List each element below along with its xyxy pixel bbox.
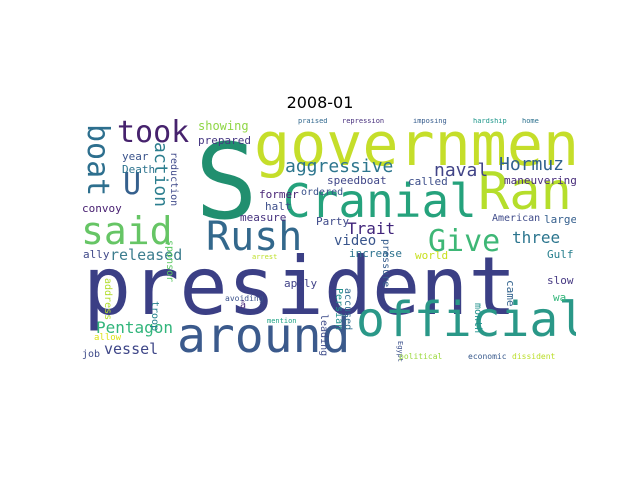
cloud-word: sponsor (164, 240, 175, 283)
cloud-word: took (117, 118, 190, 150)
cloud-word: official (356, 292, 576, 348)
cloud-word: month (472, 303, 483, 334)
cloud-word: Party (316, 215, 350, 228)
cloud-word: boat (80, 124, 115, 197)
cloud-word: Trait (347, 219, 396, 238)
cloud-word: former (259, 188, 299, 201)
cloud-word: showing (198, 119, 249, 133)
cloud-word: year (122, 150, 149, 163)
cloud-word: Gulf (547, 248, 574, 261)
cloud-word: leading (318, 314, 329, 357)
cloud-word: S (195, 121, 258, 243)
cloud-word: allow (94, 333, 122, 343)
cloud-word: imposing (413, 118, 447, 125)
cloud-word: hardship (473, 118, 507, 125)
cloud-word: Give (428, 224, 501, 259)
cloud-word: home (522, 118, 539, 125)
cloud-word: government (254, 118, 576, 180)
cloud-word: world (415, 249, 449, 262)
cloud-word: ordered (301, 187, 344, 198)
cloud-word: aggressive (285, 156, 394, 177)
cloud-word: slow (547, 274, 574, 287)
cloud-word: praised (298, 118, 328, 125)
chart-title: 2008-01 (286, 93, 354, 112)
cloud-word: political (399, 352, 443, 361)
cloud-word: convoy (82, 202, 122, 215)
cloud-word: arrest (252, 253, 278, 261)
cloud-word: large (544, 213, 576, 226)
cloud-word: reduction (168, 152, 179, 207)
cloud-word: Ran (478, 162, 572, 222)
cloud-word: video (334, 233, 377, 249)
cloud-word: repression (342, 118, 385, 125)
cloud-word: increase (349, 247, 402, 260)
cloud-word: accused (342, 288, 353, 331)
cloud-word: wa (553, 291, 567, 304)
cloud-word: apply (284, 277, 318, 290)
cloud-word: said (81, 209, 173, 253)
cloud-word: prepared (198, 134, 251, 147)
cloud-word: halt (265, 200, 292, 213)
cloud-word: avoiding (225, 294, 264, 303)
cloud-word: U (123, 167, 142, 202)
cloud-word: called (408, 175, 448, 188)
cloud-word: around (177, 308, 351, 364)
cloud-word: Pentagon (96, 318, 174, 337)
cloud-word: three (512, 228, 561, 247)
cloud-word: ally (83, 248, 110, 261)
cloud-word: vessel (104, 340, 159, 358)
cloud-word: American (492, 213, 541, 224)
cloud-word: naval (434, 160, 489, 181)
cloud-word: economic (468, 352, 507, 361)
cloud-word: came (504, 280, 517, 307)
cloud-word: Rush (206, 214, 303, 260)
cloud-word: measure (240, 211, 287, 224)
cloud-word: pressure (380, 239, 391, 288)
cloud-word: address (102, 278, 113, 321)
cloud-word: dissident (512, 352, 556, 361)
cloud-word: Death (122, 163, 156, 176)
cloud-word: maneuvering (504, 174, 576, 187)
cloud-word: troop (149, 301, 160, 332)
cloud-word: â (240, 300, 247, 311)
cloud-word: president (83, 240, 517, 333)
cloud-word: Hormuz (499, 154, 565, 175)
cloud-word: Cranial (283, 174, 477, 228)
cloud-word: mention (267, 317, 297, 325)
cloud-word: speedboat (327, 174, 387, 187)
cloud-word: released (110, 246, 183, 264)
cloud-word: job (82, 349, 101, 360)
